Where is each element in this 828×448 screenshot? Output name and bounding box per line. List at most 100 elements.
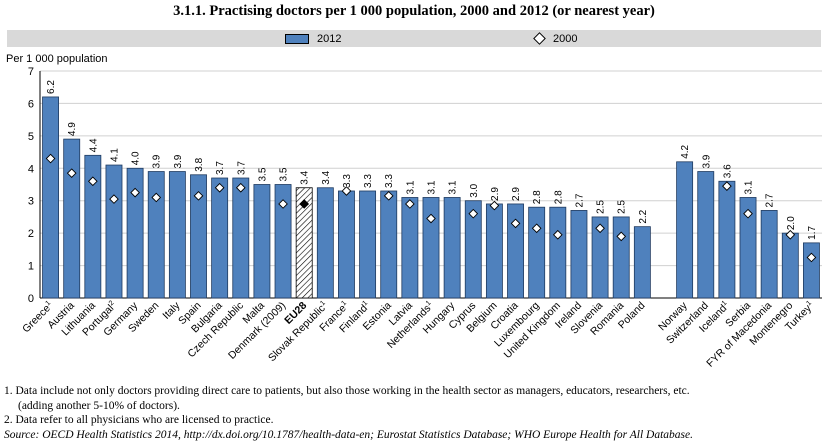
marker-2000: [66, 168, 77, 178]
bar: [422, 197, 440, 299]
marker-2000: [341, 186, 352, 196]
legend-item-2012: 2012: [285, 30, 341, 47]
marker-2000: [130, 187, 140, 198]
data-label: 3.9: [173, 154, 184, 168]
marker-2000: [489, 200, 500, 211]
y-tick-label: 7: [28, 66, 34, 78]
bar: [253, 184, 271, 299]
bar: [84, 154, 102, 299]
legend: 2012 2000: [7, 30, 821, 47]
data-label: 2.0: [786, 216, 797, 230]
data-label: 3.3: [342, 174, 353, 188]
data-label: 2.8: [532, 190, 543, 204]
data-label: 3.9: [152, 154, 163, 168]
marker-2000: [743, 208, 753, 219]
marker-2000: [193, 191, 204, 201]
marker-2000: [785, 229, 796, 240]
data-label: 4.0: [131, 151, 142, 165]
data-label: 3.5: [279, 167, 290, 181]
marker-2000: [235, 182, 246, 193]
bar: [147, 171, 165, 299]
bar: [570, 210, 588, 299]
source-line: Source: OECD Health Statistics 2014, htt…: [4, 428, 826, 443]
marker-2000: [45, 153, 56, 164]
bar: [338, 190, 355, 299]
data-label: 3.4: [300, 170, 311, 184]
marker-2000: [383, 191, 394, 201]
marker-2000: [595, 223, 605, 234]
data-label: 4.2: [680, 144, 691, 158]
bar: [739, 197, 757, 299]
bar: [591, 216, 609, 299]
bar: [232, 177, 250, 299]
marker-2000: [109, 194, 119, 204]
data-label: 2.8: [553, 190, 564, 204]
marker-2000: [214, 182, 225, 193]
y-tick-label: 4: [28, 163, 34, 175]
data-label: 4.9: [67, 122, 78, 136]
data-label: 3.8: [194, 157, 205, 171]
marker-2000: [616, 231, 627, 242]
data-label: 4.1: [109, 148, 120, 162]
data-label: 2.7: [765, 193, 776, 207]
data-label: 3.9: [701, 154, 712, 168]
data-label: 2.5: [617, 200, 628, 214]
bar: [485, 203, 503, 299]
bar: [507, 203, 524, 299]
chart-title: 3.1.1. Practising doctors per 1 000 popu…: [173, 3, 655, 19]
data-label: 6.2: [46, 80, 57, 94]
data-label: 3.1: [427, 180, 438, 194]
marker-2000: [468, 208, 479, 219]
bar: [528, 206, 546, 299]
marker-2000: [405, 199, 415, 209]
data-label: 2.5: [596, 200, 607, 214]
data-label: 1.7: [807, 226, 818, 240]
y-tick-label: 5: [28, 131, 34, 143]
data-label: 3.3: [384, 174, 395, 188]
marker-2000: [722, 181, 732, 191]
data-label: 3.7: [215, 161, 226, 175]
bar: [63, 138, 81, 299]
footnote-1-line-2: (adding another 5-10% of doctors).: [18, 399, 180, 412]
marker-2000: [510, 218, 521, 229]
data-label: 3.3: [363, 174, 374, 188]
bar: [633, 226, 651, 299]
bar: [42, 96, 59, 299]
data-label: 4.4: [88, 138, 99, 152]
source-label: Source:: [4, 428, 40, 441]
y-tick-label: 3: [28, 196, 34, 208]
footnote-2: 2. Data refer to all physicians who are …: [4, 414, 274, 426]
bar: [612, 216, 630, 299]
y-tick-label: 0: [28, 293, 34, 305]
bar: [274, 184, 292, 299]
y-tick-label: 1: [28, 261, 34, 273]
bar: [676, 161, 694, 299]
legend-item-2000: 2000: [533, 30, 578, 47]
y-tick-label: 2: [28, 228, 34, 240]
data-label: 2.9: [490, 187, 501, 201]
data-label: 3.0: [469, 183, 480, 197]
data-label: 3.1: [744, 180, 755, 194]
footnote-1-line-1: 1. Data include not only doctors providi…: [4, 385, 690, 397]
bar: [316, 187, 334, 299]
data-label: 2.2: [638, 209, 649, 223]
bar: [105, 164, 123, 299]
bar: [211, 177, 229, 299]
footnotes: 1. Data include not only doctors providi…: [4, 384, 826, 442]
bar: [781, 232, 799, 299]
bar: [190, 174, 207, 299]
bar: [760, 210, 778, 299]
bar: [168, 171, 186, 299]
legend-label-2000: 2000: [553, 32, 578, 45]
legend-swatch-bar: [285, 33, 309, 44]
bar: [380, 190, 398, 299]
bar: [464, 200, 482, 299]
data-label: 2.7: [574, 193, 585, 207]
bar: [443, 197, 461, 299]
marker-2000: [278, 199, 288, 209]
data-label: 3.5: [257, 167, 268, 181]
data-label: 3.1: [448, 180, 459, 194]
bar: [803, 242, 820, 299]
data-label: 3.4: [321, 170, 332, 184]
bar: [549, 206, 567, 299]
